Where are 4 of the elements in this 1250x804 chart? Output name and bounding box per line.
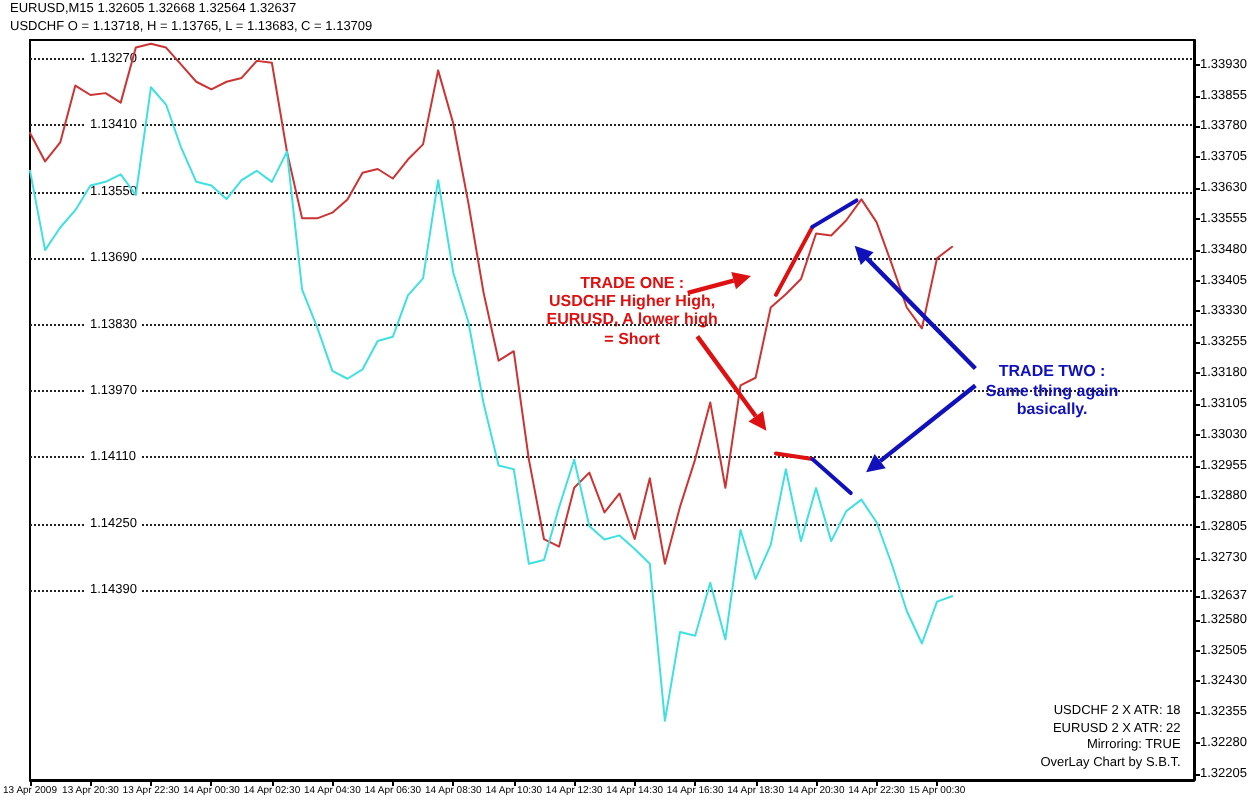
line-series (29, 42, 954, 565)
annotation: TRADE ONE : USDCHF Higher High, EURUSD, A lower high = Short (544, 274, 720, 348)
line-series (29, 86, 954, 722)
annotation: TRADE TWO : Same thing again basically. (985, 362, 1119, 418)
